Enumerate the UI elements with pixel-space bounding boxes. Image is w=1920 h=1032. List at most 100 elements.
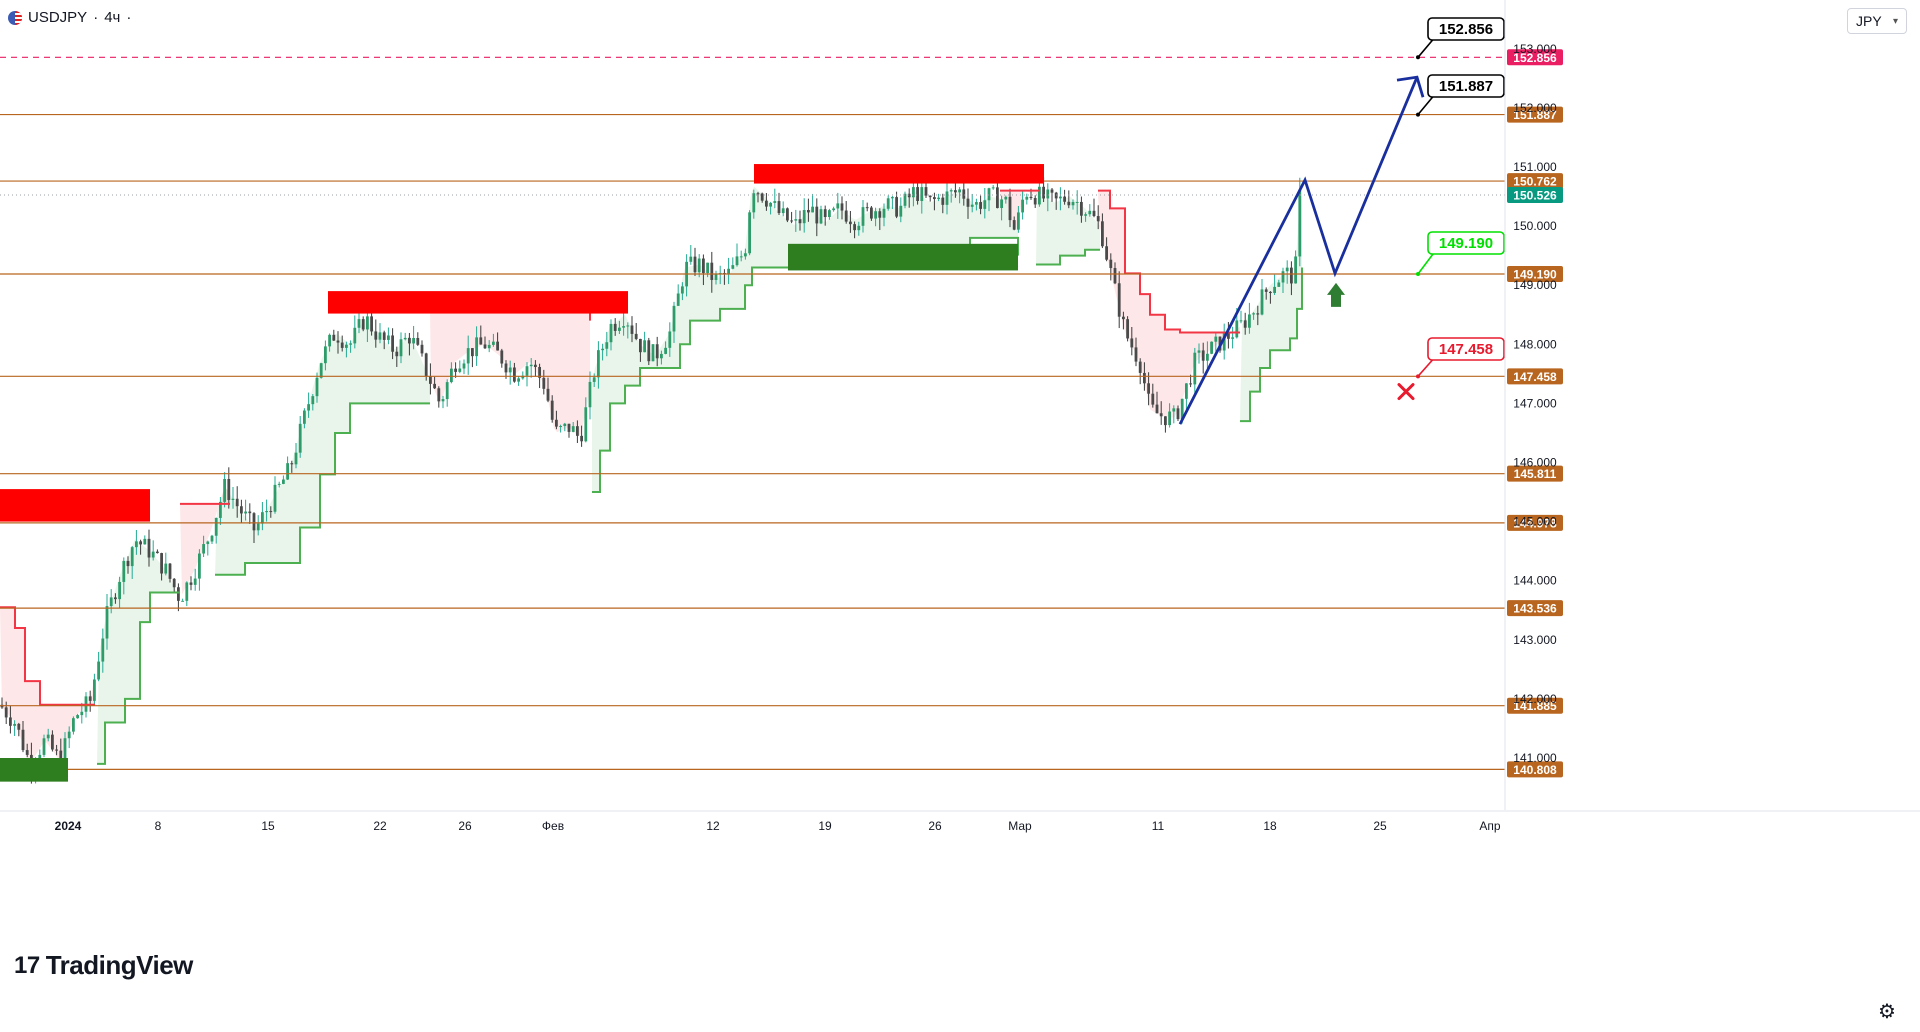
candle-body xyxy=(445,382,449,400)
candle-body xyxy=(55,749,58,751)
price-tick-label: 143.000 xyxy=(1513,633,1557,647)
candle-body xyxy=(1176,408,1180,420)
candle-body xyxy=(483,344,487,349)
candle-body xyxy=(189,582,193,585)
candle-body xyxy=(1126,319,1129,339)
candle-body xyxy=(429,376,432,384)
candle-body xyxy=(550,400,554,420)
candle-body xyxy=(1222,333,1226,351)
candle-body xyxy=(475,337,478,357)
candle-body xyxy=(1000,199,1003,209)
candle-body xyxy=(1050,189,1054,193)
candle-body xyxy=(660,353,663,359)
us-flag-icon xyxy=(8,10,22,25)
candle-body xyxy=(286,463,289,480)
candle-body xyxy=(786,208,789,221)
candle-body xyxy=(450,368,453,383)
candle-body xyxy=(576,426,579,436)
bull-trail-fill xyxy=(97,539,180,764)
candle-body xyxy=(340,342,344,348)
candle-body xyxy=(891,197,894,199)
candle-body xyxy=(1088,210,1092,215)
candle-body xyxy=(739,256,743,258)
candle-body xyxy=(1189,383,1192,385)
candle-body xyxy=(907,193,911,198)
bottom-blank xyxy=(0,837,1920,1032)
candle-body xyxy=(676,293,680,306)
currency-selector[interactable]: JPY ▾ xyxy=(1847,8,1907,34)
candle-body xyxy=(597,350,600,378)
callout-label: 149.190 xyxy=(1439,235,1493,252)
candle-body xyxy=(777,201,781,214)
candle-body xyxy=(109,597,113,607)
candle-body xyxy=(345,344,348,348)
candle-body xyxy=(391,335,394,352)
candle-body xyxy=(256,523,260,531)
candle-body xyxy=(143,538,147,545)
candle-body xyxy=(668,331,672,348)
gear-icon[interactable]: ⚙ xyxy=(1878,1001,1896,1023)
callout-anchor xyxy=(1416,55,1420,60)
time-tick-label: 26 xyxy=(928,819,942,833)
price-tick-label: 148.000 xyxy=(1513,337,1557,351)
candle-body xyxy=(206,541,210,545)
time-tick-label: 15 xyxy=(261,819,275,833)
chevron-down-icon: ▾ xyxy=(1892,15,1898,27)
candle-body xyxy=(626,325,630,327)
candle-body xyxy=(408,337,411,344)
candle-body xyxy=(67,731,71,739)
candle-body xyxy=(1017,212,1020,230)
candle-body xyxy=(399,339,403,357)
candle-body xyxy=(273,484,277,512)
candle-body xyxy=(697,258,701,273)
candle-body xyxy=(811,206,814,213)
currency-value: JPY xyxy=(1856,13,1882,29)
candle-body xyxy=(592,377,596,382)
candle-body xyxy=(223,479,226,502)
candle-body xyxy=(1105,246,1108,260)
candle-body xyxy=(1243,320,1247,328)
candle-body xyxy=(454,368,457,372)
candle-body xyxy=(899,205,903,217)
candle-body xyxy=(378,332,382,340)
candle-body xyxy=(172,578,176,588)
candle-body xyxy=(130,547,134,567)
candle-body xyxy=(714,273,718,280)
candle-body xyxy=(387,335,390,340)
candle-body xyxy=(756,193,760,195)
level-price-badge xyxy=(1507,465,1563,482)
candle-body xyxy=(1138,361,1142,373)
level-price-badge xyxy=(1507,173,1563,190)
candle-body xyxy=(328,334,331,347)
candle-body xyxy=(1071,202,1075,206)
candle-body xyxy=(1151,393,1155,405)
candle-body xyxy=(706,262,709,274)
candle-body xyxy=(13,723,16,726)
candle-body xyxy=(504,363,508,373)
tradingview-logo[interactable]: 17 TradingView xyxy=(14,950,193,981)
candle-body xyxy=(886,198,890,209)
candle-body xyxy=(496,341,499,351)
candle-body xyxy=(521,375,525,379)
separator: · xyxy=(93,9,99,26)
candle-body xyxy=(823,209,827,218)
candle-body xyxy=(1231,337,1234,339)
supply-zone xyxy=(754,164,1044,184)
price-tick-label: 152.000 xyxy=(1513,101,1557,115)
candle-body xyxy=(542,377,546,389)
candle-body xyxy=(265,511,268,513)
bear-trail-fill xyxy=(430,308,590,437)
candle-body xyxy=(849,221,852,225)
symbol-header[interactable]: USDJPY · 4ч · xyxy=(8,9,131,26)
candle-body xyxy=(370,316,373,332)
bull-trail-fill xyxy=(1036,195,1100,265)
candle-body xyxy=(63,738,67,768)
candle-body xyxy=(1096,216,1100,222)
level-price-badge xyxy=(1507,514,1563,531)
level-price-badge xyxy=(1507,106,1563,123)
level-price-label: 145.811 xyxy=(1514,467,1557,481)
price-tick-label: 146.000 xyxy=(1513,456,1557,470)
candle-body xyxy=(235,498,239,507)
candle-body xyxy=(1155,404,1159,414)
